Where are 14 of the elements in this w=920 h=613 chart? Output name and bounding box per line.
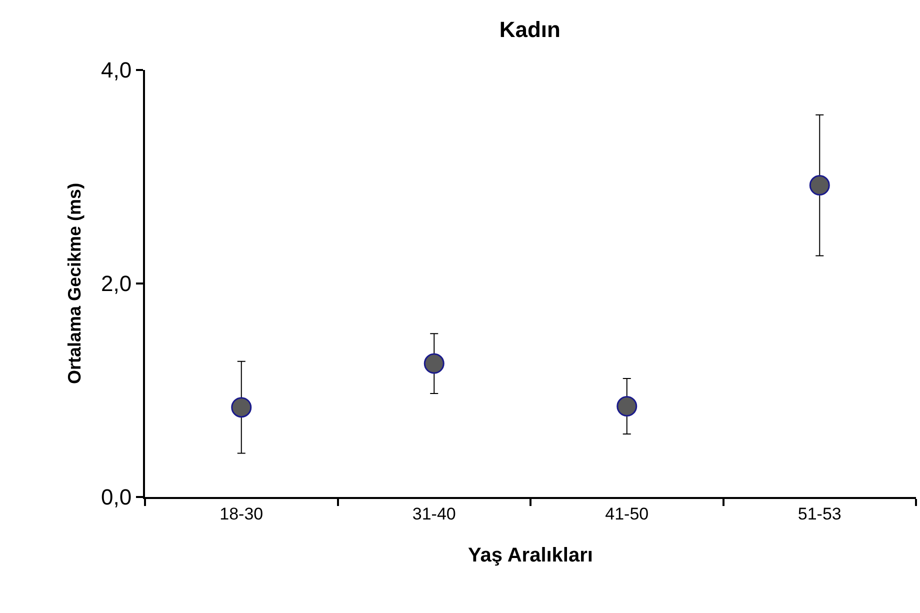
y-tick-label: 4,0	[101, 58, 132, 83]
x-tick-label: 41-50	[605, 504, 649, 524]
point	[231, 397, 252, 418]
x-tick-label: 18-30	[220, 504, 264, 524]
point	[809, 175, 830, 196]
y-tick-label: 2,0	[101, 271, 132, 296]
chart-title: Kadın	[499, 16, 560, 42]
point	[424, 353, 444, 374]
x-tick-label: 51-53	[798, 504, 842, 524]
y-axis-title: Ortalama Gecikme (ms)	[64, 182, 85, 384]
y-tick-label: 0,0	[101, 484, 132, 510]
point	[616, 396, 638, 416]
x-tick-label: 31-40	[412, 504, 456, 524]
x-axis-title: Yaş Aralıkları	[468, 544, 593, 566]
